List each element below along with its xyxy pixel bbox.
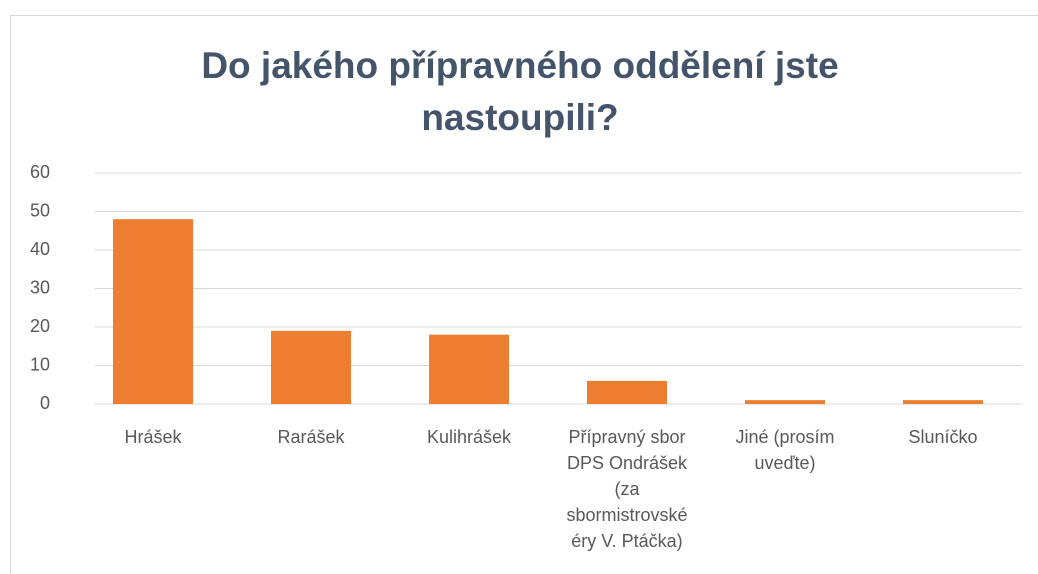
y-tick-label: 60 (30, 162, 50, 182)
y-tick-label: 0 (40, 393, 50, 413)
bar (903, 400, 983, 404)
x-tick-label: Hrášek (124, 427, 182, 447)
x-tick-label: Rarášek (277, 427, 345, 447)
x-tick-label: Přípravný sbor DPS Ondrášek (za sbormist… (566, 427, 688, 551)
x-tick-label: Kulihrášek (426, 427, 512, 447)
bar (745, 400, 825, 404)
y-tick-label: 40 (30, 239, 50, 259)
y-tick-label: 30 (30, 277, 50, 297)
y-tick-label: 50 (30, 200, 50, 220)
chart-border (10, 15, 1038, 574)
y-tick-label: 10 (30, 354, 50, 374)
bar (429, 334, 509, 404)
x-tick-label: Sluníčko (908, 427, 978, 447)
y-tick-label: 20 (30, 316, 50, 336)
bar (587, 380, 667, 404)
x-tick-label: Jiné (prosím uveďte) (735, 427, 835, 473)
chart-title: Do jakého přípravného oddělení jste nast… (201, 45, 839, 138)
bar (113, 219, 193, 404)
bar (271, 330, 351, 404)
